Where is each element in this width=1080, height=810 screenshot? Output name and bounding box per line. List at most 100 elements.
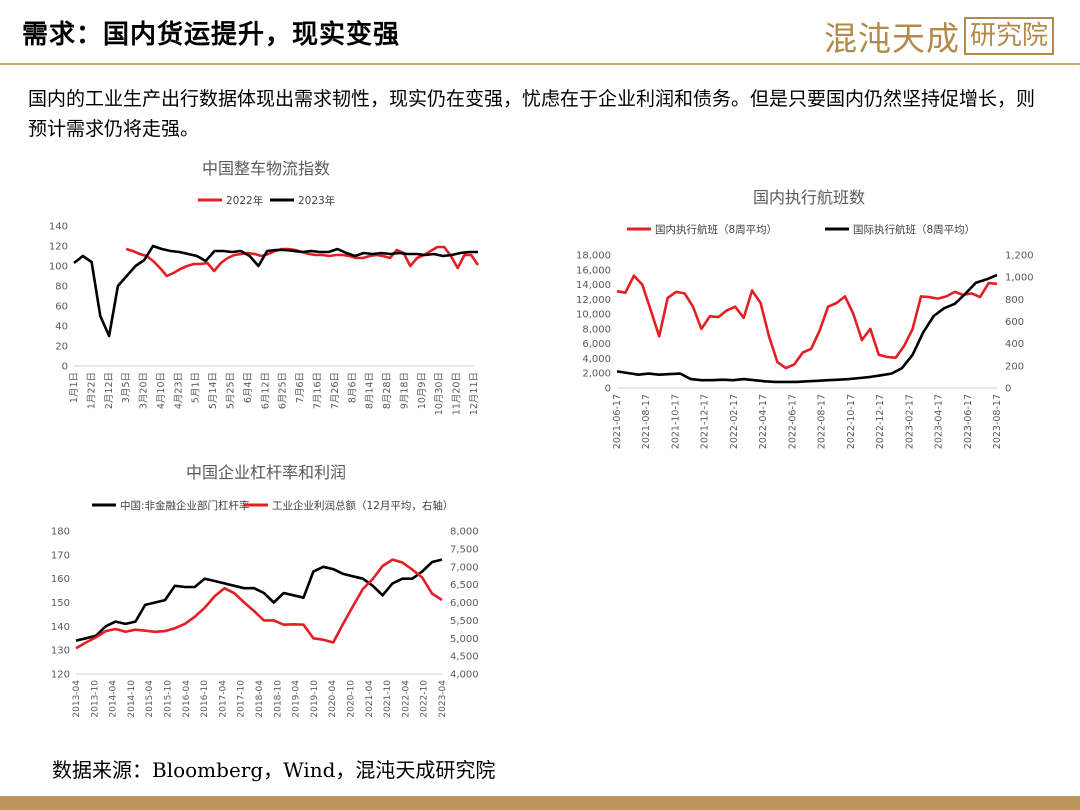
x-tick-label: 2022-10-17 bbox=[846, 394, 857, 449]
chart-title: 中国企业杠杆率和利润 bbox=[186, 463, 346, 482]
y2-tick-label: 4,500 bbox=[450, 652, 479, 663]
x-tick-label: 7月16日 bbox=[312, 372, 323, 409]
y-tick-label: 4,000 bbox=[582, 354, 611, 365]
x-tick-label: 6月25日 bbox=[278, 372, 289, 409]
legend-label: 国内执行航班（8周平均） bbox=[655, 223, 777, 236]
y2-tick-label: 800 bbox=[1005, 295, 1024, 306]
header-divider bbox=[0, 63, 1080, 65]
source-note: 数据来源：Bloomberg，Wind，混沌天成研究院 bbox=[52, 758, 496, 782]
legend-label: 国际执行航班（8周平均） bbox=[853, 223, 975, 236]
y-tick-label: 60 bbox=[55, 302, 68, 313]
x-tick-label: 10月30日 bbox=[434, 372, 445, 415]
x-tick-label: 7月6日 bbox=[295, 372, 306, 403]
y-tick-label: 8,000 bbox=[582, 324, 611, 335]
x-tick-label: 2015-10 bbox=[164, 680, 174, 718]
x-tick-label: 2021-10-17 bbox=[670, 394, 681, 449]
x-tick-label: 2022-08-17 bbox=[817, 394, 828, 449]
x-tick-label: 7月26日 bbox=[330, 372, 341, 409]
x-tick-label: 2023-06-17 bbox=[963, 394, 974, 449]
series-line bbox=[616, 273, 998, 384]
x-tick-label: 2021-08-17 bbox=[641, 394, 652, 449]
x-tick-label: 2017-04 bbox=[218, 680, 228, 718]
legend-label: 中国:非金融企业部门杠杆率 bbox=[120, 499, 250, 512]
x-tick-label: 5月25日 bbox=[226, 372, 237, 409]
x-tick-label: 2022-04-17 bbox=[758, 394, 769, 449]
x-tick-label: 2018-10 bbox=[273, 680, 283, 718]
y-tick-label: 140 bbox=[51, 622, 70, 633]
x-tick-label: 1月22日 bbox=[86, 372, 97, 409]
y-tick-label: 170 bbox=[51, 550, 70, 561]
x-tick-label: 8月14日 bbox=[365, 372, 376, 409]
x-tick-label: 2022-10 bbox=[420, 680, 430, 718]
x-tick-label: 2023-04-17 bbox=[934, 394, 945, 449]
x-tick-label: 11月20日 bbox=[452, 372, 463, 415]
y-tick-label: 120 bbox=[49, 242, 68, 253]
x-tick-label: 2021-04 bbox=[365, 680, 375, 718]
y-tick-label: 18,000 bbox=[576, 251, 611, 262]
y2-tick-label: 5,000 bbox=[450, 634, 479, 645]
y2-tick-label: 1,200 bbox=[1005, 251, 1034, 262]
x-tick-label: 12月11日 bbox=[469, 372, 480, 415]
x-tick-label: 4月10日 bbox=[156, 372, 167, 409]
x-tick-label: 2022-02-17 bbox=[729, 394, 740, 449]
y2-tick-label: 4,000 bbox=[450, 670, 479, 681]
x-tick-label: 2022-04 bbox=[401, 680, 411, 718]
y-tick-label: 150 bbox=[51, 598, 70, 609]
logo-box: 研究院 bbox=[963, 17, 1054, 55]
y2-tick-label: 600 bbox=[1005, 317, 1024, 328]
y2-tick-label: 1,000 bbox=[1005, 273, 1034, 284]
body-paragraph: 国内的工业生产出行数据体现出需求韧性，现实仍在变强，忧虑在于企业利润和债务。但是… bbox=[28, 88, 1036, 140]
x-tick-label: 3月20日 bbox=[139, 372, 150, 409]
x-tick-label: 2022-06-17 bbox=[787, 394, 798, 449]
page-title: 需求：国内货运提升，现实变强 bbox=[22, 20, 401, 50]
x-tick-label: 2019-10 bbox=[310, 680, 320, 718]
x-tick-label: 2013-10 bbox=[90, 680, 100, 718]
series-line bbox=[75, 558, 443, 650]
y2-tick-label: 7,500 bbox=[450, 544, 479, 555]
x-tick-label: 3月5日 bbox=[121, 372, 132, 403]
y-tick-label: 180 bbox=[51, 527, 70, 538]
x-tick-label: 2月12日 bbox=[104, 372, 115, 409]
y-tick-label: 140 bbox=[49, 222, 68, 233]
chart-title: 国内执行航班数 bbox=[753, 188, 865, 207]
series-line bbox=[616, 274, 998, 370]
x-tick-label: 2016-04 bbox=[182, 680, 192, 718]
y-tick-label: 6,000 bbox=[582, 339, 611, 350]
x-tick-label: 2020-04 bbox=[328, 680, 338, 718]
y-tick-label: 16,000 bbox=[576, 265, 611, 276]
y-tick-label: 40 bbox=[55, 322, 68, 333]
series-line bbox=[75, 558, 443, 642]
x-tick-label: 2020-10 bbox=[347, 680, 357, 718]
chart-leverage-profit: 中国企业杠杆率和利润 120 130 140 150 160 170 180 4,000 4,5… bbox=[51, 463, 479, 718]
chart-title: 中国整车物流指数 bbox=[202, 159, 330, 178]
x-tick-label: 2022-12-17 bbox=[875, 394, 886, 449]
x-tick-label: 2019-04 bbox=[292, 680, 302, 718]
x-tick-label: 9月18日 bbox=[399, 372, 410, 409]
x-tick-label: 6月4日 bbox=[243, 372, 254, 403]
x-tick-label: 2023-08-17 bbox=[992, 394, 1003, 449]
x-tick-label: 4月23日 bbox=[173, 372, 184, 409]
y-tick-label: 20 bbox=[55, 342, 68, 353]
x-tick-label: 2014-10 bbox=[127, 680, 137, 718]
y-tick-label: 10,000 bbox=[576, 310, 611, 321]
y-tick-label: 100 bbox=[49, 262, 68, 273]
series-line bbox=[73, 244, 478, 338]
legend-label: 2023年 bbox=[298, 194, 335, 207]
x-tick-label: 2013-04 bbox=[72, 680, 82, 718]
y-tick-label: 12,000 bbox=[576, 295, 611, 306]
legend-label: 工业企业利润总额（12月平均，右轴） bbox=[272, 499, 453, 512]
x-tick-label: 2016-10 bbox=[200, 680, 210, 718]
y2-tick-label: 5,500 bbox=[450, 616, 479, 627]
y2-tick-label: 8,000 bbox=[450, 527, 479, 538]
x-tick-label: 1月1日 bbox=[69, 372, 80, 403]
x-tick-label: 8月6日 bbox=[347, 372, 358, 403]
y2-tick-label: 6,000 bbox=[450, 598, 479, 609]
logo-text: 混沌天成 bbox=[823, 19, 960, 58]
y2-tick-label: 200 bbox=[1005, 361, 1024, 372]
y-tick-label: 0 bbox=[605, 384, 611, 395]
x-tick-label: 2021-06-17 bbox=[612, 394, 623, 449]
x-tick-label: 2015-04 bbox=[145, 680, 155, 718]
x-tick-label: 2023-02-17 bbox=[904, 394, 915, 449]
x-tick-label: 2021-10 bbox=[383, 680, 393, 718]
y2-tick-label: 7,000 bbox=[450, 562, 479, 573]
